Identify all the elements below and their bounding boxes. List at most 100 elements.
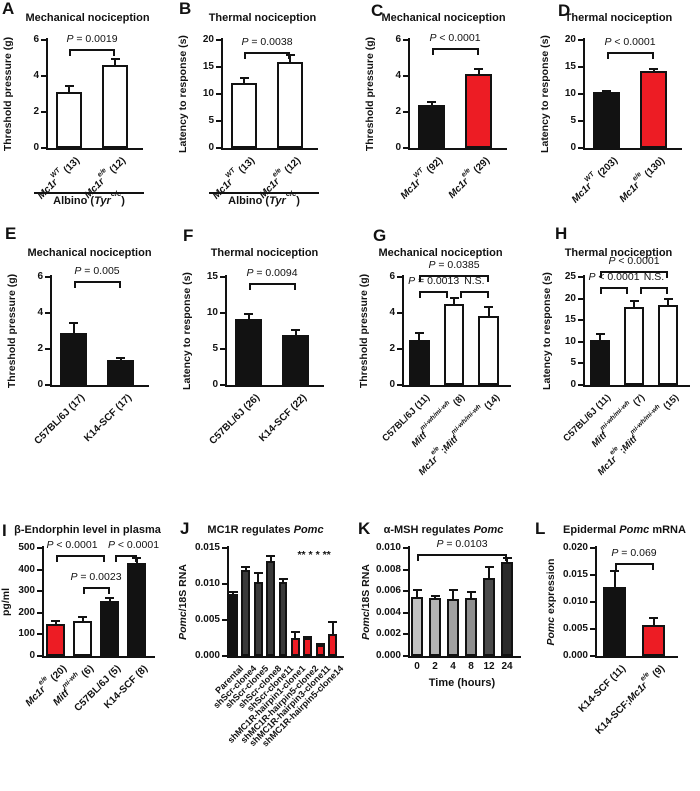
sig-bracket-cap bbox=[476, 48, 479, 56]
panel-c: C Mechanical nociception Threshold pressur… bbox=[350, 0, 525, 215]
y-tick-label: 15 bbox=[564, 314, 576, 326]
y-tick bbox=[590, 574, 595, 576]
error-bar-cap bbox=[241, 565, 251, 568]
bar bbox=[100, 600, 119, 656]
bar bbox=[639, 71, 668, 148]
y-tick bbox=[590, 655, 595, 657]
bar bbox=[464, 597, 478, 656]
x-tick-label: 0 bbox=[414, 661, 420, 672]
panel-letter: B bbox=[179, 0, 192, 18]
y-tick bbox=[578, 384, 583, 386]
x-tick-label: 2 bbox=[432, 661, 438, 672]
error-bar bbox=[232, 591, 235, 595]
error-bar bbox=[613, 571, 616, 588]
y-axis bbox=[46, 38, 48, 150]
y-axis bbox=[595, 546, 597, 658]
x-axis bbox=[227, 656, 344, 658]
x-tick-label: 4 bbox=[450, 661, 456, 672]
error-bar bbox=[54, 621, 57, 624]
group-label: Albino (Tyrc/c) bbox=[53, 188, 125, 207]
y-tick-label: 5 bbox=[570, 357, 576, 369]
y-tick-label: 0 bbox=[29, 650, 35, 661]
y-tick bbox=[37, 568, 42, 571]
sig-bracket-cap bbox=[244, 51, 246, 59]
error-bar-cap bbox=[427, 101, 436, 104]
y-tick bbox=[41, 111, 46, 113]
error-bar bbox=[269, 555, 272, 561]
sig-bracket bbox=[82, 587, 110, 590]
y-tick-label: 0.010 bbox=[562, 596, 588, 607]
sig-bracket-cap bbox=[417, 554, 419, 562]
bar bbox=[278, 581, 288, 656]
y-tick bbox=[41, 147, 46, 149]
error-bar bbox=[652, 617, 655, 625]
error-bar-cap bbox=[303, 635, 313, 638]
x-tick-label: 8 bbox=[468, 661, 474, 672]
y-axis-label: Threshold pressure (g) bbox=[2, 36, 14, 152]
sig-bracket-cap bbox=[486, 275, 489, 283]
sig-bracket-cap bbox=[651, 562, 654, 570]
sig-bracket-cap bbox=[460, 291, 462, 299]
y-tick bbox=[403, 633, 408, 636]
error-bar bbox=[477, 68, 480, 75]
y-tick-label: 2 bbox=[389, 343, 395, 354]
y-tick bbox=[222, 547, 227, 549]
error-bar-cap bbox=[239, 76, 249, 79]
bar bbox=[408, 340, 430, 385]
y-axis bbox=[408, 546, 410, 658]
x-tick-label: 24 bbox=[501, 661, 513, 672]
error-bar bbox=[289, 55, 291, 62]
y-tick bbox=[45, 384, 50, 386]
error-bar-cap bbox=[328, 621, 338, 624]
bar bbox=[417, 104, 446, 148]
y-axis bbox=[583, 275, 585, 387]
error-bar bbox=[247, 313, 250, 319]
y-tick-label: 5 bbox=[208, 115, 214, 126]
sig-bracket-cap bbox=[505, 554, 507, 562]
x-tick-label: 12 bbox=[483, 661, 495, 672]
sig-label: P = 0.0094 bbox=[246, 266, 298, 279]
y-tick bbox=[578, 66, 583, 68]
sig-label: P = 0.0103 bbox=[436, 538, 488, 551]
y-tick-label: 6 bbox=[37, 271, 43, 282]
bar bbox=[303, 638, 313, 656]
error-bar-cap bbox=[291, 329, 300, 332]
error-bar-cap bbox=[290, 630, 300, 633]
y-axis bbox=[583, 38, 585, 150]
y-tick bbox=[220, 348, 225, 350]
y-tick-label: 0.020 bbox=[562, 542, 588, 553]
sig-label: ** * * ** bbox=[297, 549, 331, 562]
error-bar-cap bbox=[466, 591, 476, 594]
error-bar-cap bbox=[484, 305, 494, 308]
y-tick-label: 15 bbox=[202, 61, 214, 72]
y-axis bbox=[225, 275, 227, 387]
error-bar bbox=[434, 595, 436, 598]
panel-a: A Mechanical nociception Threshold pressur… bbox=[0, 0, 175, 215]
error-bar bbox=[244, 566, 247, 570]
error-bar-cap bbox=[502, 556, 512, 559]
y-tick-label: 20 bbox=[564, 292, 576, 304]
sig-bracket-cap bbox=[55, 554, 58, 562]
y-tick-label: 0.000 bbox=[194, 650, 220, 661]
error-bar bbox=[257, 573, 260, 582]
y-tick bbox=[403, 655, 408, 657]
y-tick bbox=[216, 93, 221, 95]
y-tick bbox=[397, 348, 402, 350]
sig-bracket bbox=[606, 51, 654, 54]
error-bar bbox=[633, 300, 635, 308]
error-bar-cap bbox=[449, 296, 459, 299]
bar bbox=[443, 304, 465, 385]
y-tick-label: 0 bbox=[570, 142, 576, 153]
sig-bracket-cap bbox=[134, 554, 137, 562]
sig-bracket-cap bbox=[606, 51, 609, 59]
y-tick bbox=[403, 39, 408, 41]
panel-letter: F bbox=[183, 226, 194, 245]
bar bbox=[127, 563, 146, 656]
panel-title: Mechanical nociception bbox=[27, 247, 152, 259]
error-bar-cap bbox=[64, 84, 74, 87]
y-tick-label: 4 bbox=[389, 307, 395, 318]
bar bbox=[315, 645, 325, 656]
bar bbox=[55, 92, 83, 148]
panel-letter: A bbox=[2, 0, 15, 18]
y-tick bbox=[403, 147, 408, 149]
